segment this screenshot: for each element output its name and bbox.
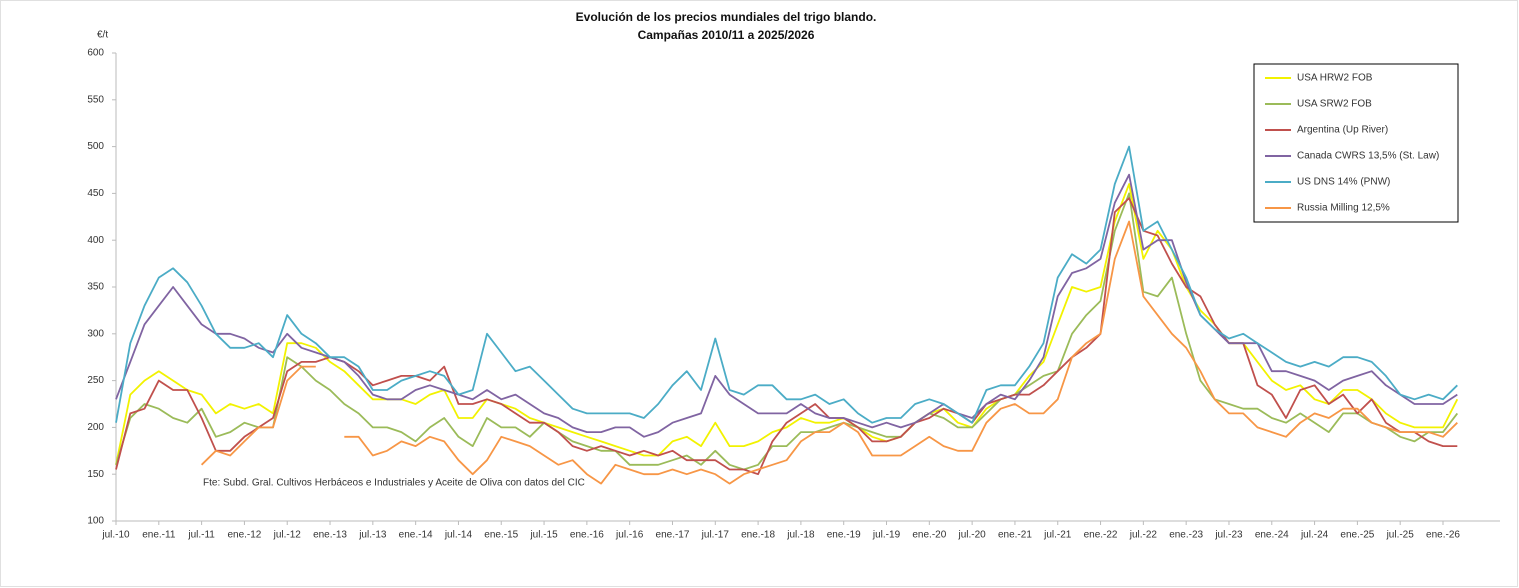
legend-label: Russia Milling 12,5%: [1297, 203, 1390, 214]
x-tick-label: ene.-22: [1084, 530, 1118, 541]
y-tick-label: 450: [87, 188, 104, 199]
legend-box: [1253, 63, 1459, 223]
y-tick-label: 600: [87, 48, 104, 59]
series-line: [115, 145, 1458, 424]
x-tick-label: ene.-20: [912, 530, 946, 541]
y-tick-label: 100: [87, 516, 104, 527]
source-note: Fte: Subd. Gral. Cultivos Herbáceos e In…: [203, 478, 585, 489]
x-tick-label: ene.-25: [1340, 530, 1374, 541]
legend-label: Canada CWRS 13,5% (St. Law): [1297, 151, 1439, 162]
y-tick-label: 150: [87, 469, 104, 480]
x-tick-label: jul.-14: [444, 530, 473, 541]
x-tick-label: ene.-24: [1255, 530, 1289, 541]
x-tick-label: ene.-26: [1426, 530, 1460, 541]
legend-label: US DNS 14% (PNW): [1297, 177, 1390, 188]
x-tick-label: ene.-21: [998, 530, 1032, 541]
legend-label: Argentina (Up River): [1297, 125, 1388, 136]
y-axis-label: €/t: [97, 30, 108, 41]
x-tick-label: jul.-18: [786, 530, 815, 541]
y-tick-label: 550: [87, 94, 104, 105]
x-tick-label: jul.-19: [872, 530, 901, 541]
x-tick-label: ene.-13: [313, 530, 347, 541]
y-tick-label: 250: [87, 375, 104, 386]
x-tick-label: jul.-11: [187, 530, 215, 541]
y-tick-label: 300: [87, 328, 104, 339]
legend-label: USA SRW2 FOB: [1297, 99, 1372, 110]
y-tick-label: 500: [87, 141, 104, 152]
x-tick-label: jul.-12: [273, 530, 302, 541]
legend-label: USA HRW2 FOB: [1297, 73, 1373, 84]
x-tick-label: jul.-21: [1043, 530, 1072, 541]
x-tick-label: jul.-23: [1214, 530, 1243, 541]
x-tick-label: ene.-14: [399, 530, 433, 541]
y-tick-label: 400: [87, 235, 104, 246]
x-tick-label: ene.-16: [570, 530, 604, 541]
x-tick-label: ene.-18: [741, 530, 775, 541]
x-tick-label: jul.-22: [1129, 530, 1158, 541]
x-tick-label: jul.-15: [529, 530, 558, 541]
x-tick-label: ene.-12: [227, 530, 261, 541]
x-tick-label: jul.-25: [1386, 530, 1415, 541]
x-tick-label: jul.-13: [358, 530, 387, 541]
y-tick-label: 200: [87, 422, 104, 433]
series-line: [115, 192, 1459, 471]
x-tick-label: ene.-17: [656, 530, 690, 541]
x-tick-label: jul.-24: [1300, 530, 1329, 541]
chart-title: Evolución de los precios mundiales del t…: [576, 10, 877, 24]
x-tick-label: jul.-17: [701, 530, 730, 541]
series-line: [200, 220, 1458, 485]
y-tick-label: 350: [87, 282, 104, 293]
x-tick-label: jul.-20: [958, 530, 987, 541]
series-line: [115, 173, 1458, 438]
x-tick-label: jul.-10: [101, 530, 130, 541]
x-tick-label: ene.-23: [1169, 530, 1203, 541]
x-tick-label: ene.-19: [827, 530, 861, 541]
x-tick-label: ene.-15: [484, 530, 518, 541]
x-tick-label: ene.-11: [142, 530, 176, 541]
chart-subtitle: Campañas 2010/11 a 2025/2026: [638, 28, 815, 42]
x-tick-label: jul.-16: [615, 530, 644, 541]
